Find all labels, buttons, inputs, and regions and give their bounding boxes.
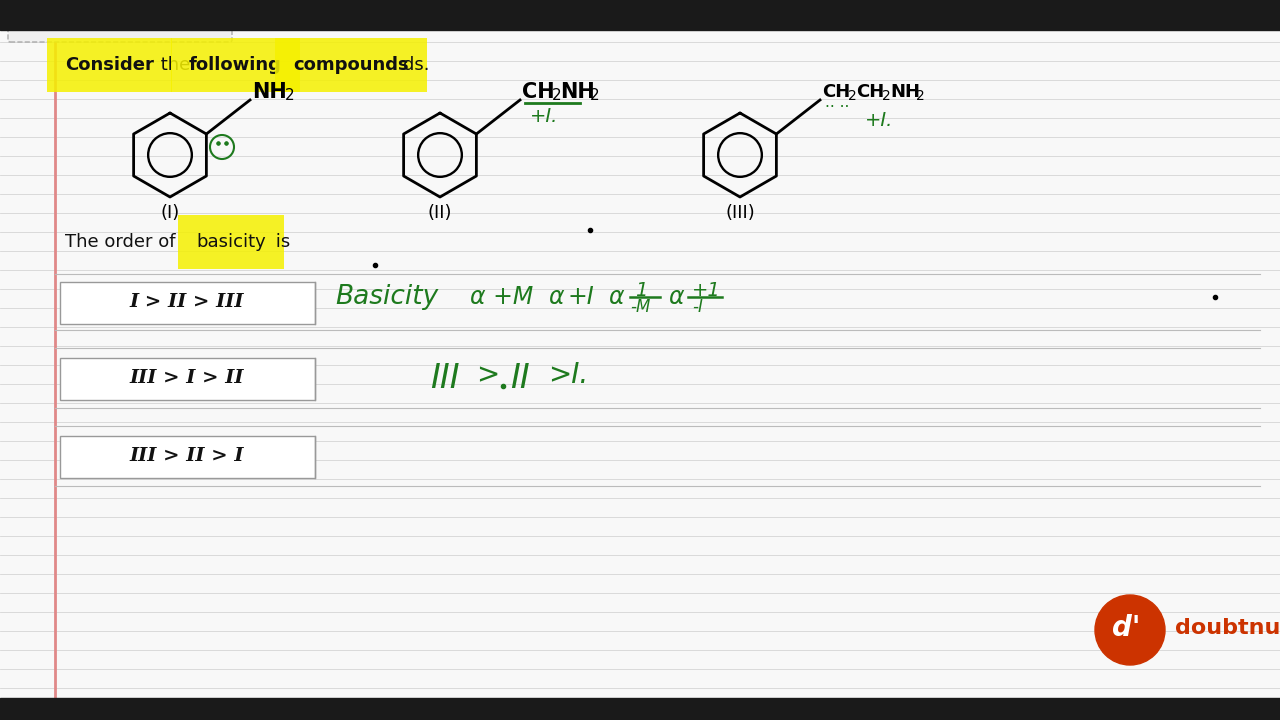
Bar — [60, 358, 315, 400]
Text: +1: +1 — [692, 281, 721, 300]
Bar — [60, 282, 315, 324]
Text: NH: NH — [890, 83, 920, 101]
Text: >I.: >I. — [548, 361, 589, 389]
Text: III: III — [430, 361, 460, 395]
Bar — [60, 436, 315, 478]
Bar — [0, 698, 1280, 720]
Text: III > II > I: III > II > I — [129, 447, 244, 465]
Text: 2: 2 — [590, 89, 599, 104]
Text: CH: CH — [522, 82, 554, 102]
Text: d': d' — [1112, 614, 1140, 642]
Text: following: following — [189, 56, 282, 74]
Text: 2: 2 — [916, 89, 924, 103]
Text: the: the — [155, 56, 196, 74]
Text: 2: 2 — [285, 89, 294, 104]
Text: ds.: ds. — [403, 56, 430, 74]
Text: α: α — [548, 285, 563, 309]
Text: compounds: compounds — [293, 56, 408, 74]
Circle shape — [1094, 595, 1165, 665]
Text: doubtnut: doubtnut — [1175, 618, 1280, 638]
Text: ·· ··: ·· ·· — [826, 101, 850, 115]
Text: α: α — [608, 285, 623, 309]
Text: α: α — [668, 285, 684, 309]
Text: is: is — [270, 233, 291, 251]
Text: +I.: +I. — [530, 107, 558, 127]
Text: I > II > III: I > II > III — [129, 293, 244, 311]
Bar — [0, 0, 1280, 30]
Text: (II): (II) — [428, 204, 452, 222]
Text: basicity: basicity — [196, 233, 266, 251]
Text: >: > — [476, 361, 499, 389]
Text: Consider: Consider — [65, 56, 154, 74]
Text: 34512435: 34512435 — [20, 15, 120, 33]
Text: 1: 1 — [635, 281, 648, 300]
Text: CH: CH — [856, 83, 884, 101]
Text: The order of: The order of — [65, 233, 182, 251]
Text: -M: -M — [630, 298, 650, 316]
Text: +I: +I — [568, 285, 595, 309]
Text: α +M: α +M — [470, 285, 534, 309]
Text: Basicity: Basicity — [335, 284, 438, 310]
Text: III > I > II: III > I > II — [129, 369, 244, 387]
Text: NH: NH — [252, 82, 287, 102]
Text: (I): (I) — [160, 204, 179, 222]
Text: 2: 2 — [882, 89, 891, 103]
Text: +I.: +I. — [865, 110, 893, 130]
FancyBboxPatch shape — [8, 6, 232, 42]
Text: -I: -I — [692, 298, 703, 316]
Text: II: II — [509, 361, 530, 395]
Text: (III): (III) — [726, 204, 755, 222]
Text: NH: NH — [561, 82, 595, 102]
Text: 2: 2 — [849, 89, 856, 103]
Text: 2: 2 — [552, 89, 562, 104]
Text: CH: CH — [822, 83, 850, 101]
